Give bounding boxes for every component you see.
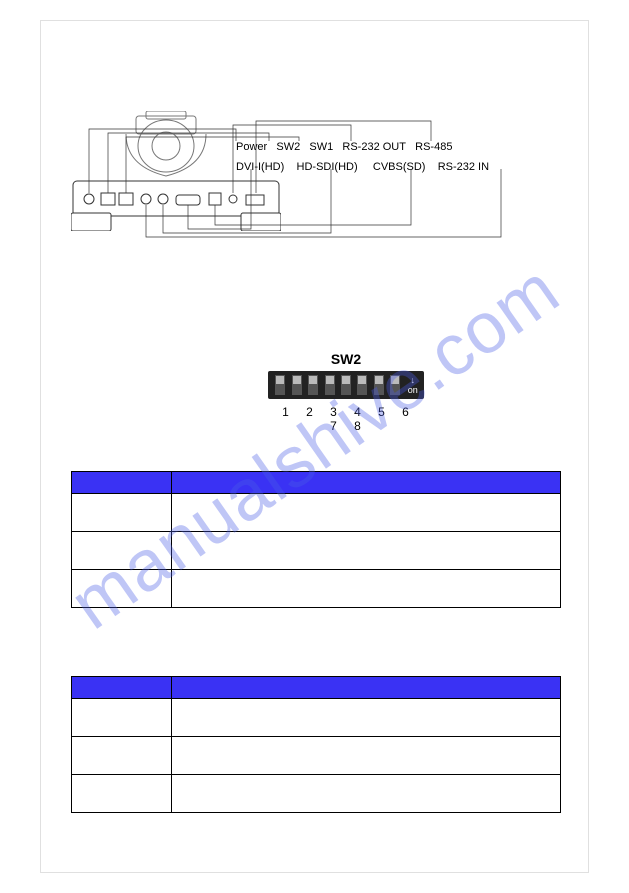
rear-panel-diagram: Power SW2 SW1 RS-232 OUT RS-485 DVI-I(HD…: [71, 111, 561, 241]
table-header-cell: [72, 472, 172, 494]
dip-switch-5: [341, 375, 351, 395]
label-dvi: DVI-I(HD): [236, 161, 284, 173]
label-rs232in: RS-232 IN: [438, 161, 489, 173]
dip-switch-2: [292, 375, 302, 395]
table-row: [72, 775, 561, 813]
table-row: [72, 699, 561, 737]
table-header-row: [72, 677, 561, 699]
label-rs232out: RS-232 OUT: [342, 141, 406, 153]
table-header-row: [72, 472, 561, 494]
table-row: [72, 737, 561, 775]
label-rs485: RS-485: [415, 141, 452, 153]
dip-on-label: ↓on: [408, 375, 418, 395]
label-hdsdi: HD-SDI(HD): [297, 161, 358, 173]
table-header-cell: [172, 677, 561, 699]
dip-switch-3: [308, 375, 318, 395]
table-header-cell: [72, 677, 172, 699]
label-cvbs: CVBS(SD): [373, 161, 426, 173]
label-row-1: Power SW2 SW1 RS-232 OUT RS-485: [236, 141, 452, 153]
dip-switch-numbers: 1 2 3 4 5 6 7 8: [272, 405, 426, 433]
page-frame: Power SW2 SW1 RS-232 OUT RS-485 DVI-I(HD…: [40, 20, 589, 873]
dip-switch-8: [390, 375, 400, 395]
table-row: [72, 494, 561, 532]
label-sw2: SW2: [276, 141, 300, 153]
dip-switch-body: ↓on: [268, 371, 424, 399]
label-row-2: DVI-I(HD) HD-SDI(HD) CVBS(SD) RS-232 IN: [236, 161, 489, 173]
table-row: [72, 570, 561, 608]
table-header-cell: [172, 472, 561, 494]
settings-table-1: [71, 471, 561, 608]
dip-switch-4: [325, 375, 335, 395]
table-row: [72, 532, 561, 570]
label-sw1: SW1: [309, 141, 333, 153]
dip-switch-1: [275, 375, 285, 395]
dip-switch-title: SW2: [266, 351, 426, 367]
dip-switch-7: [374, 375, 384, 395]
dip-switch-block: SW2 ↓on 1 2 3 4 5 6 7 8: [266, 351, 426, 433]
dip-switch-6: [357, 375, 367, 395]
label-power: Power: [236, 141, 267, 153]
settings-table-2: [71, 676, 561, 813]
